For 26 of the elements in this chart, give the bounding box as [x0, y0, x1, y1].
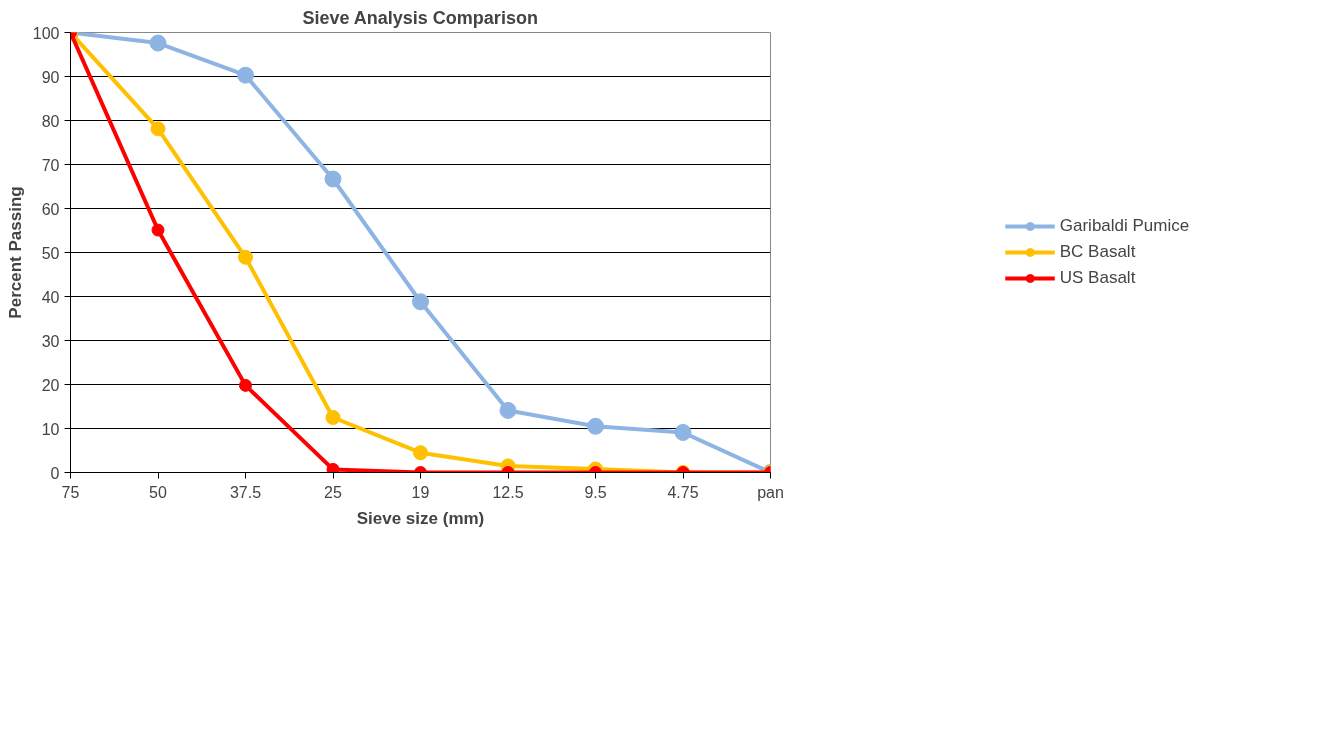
- x-tick-label: 37.5: [229, 483, 262, 501]
- x-axis-title: Sieve size (mm): [356, 508, 485, 528]
- x-tick-label: 4.75: [667, 483, 699, 501]
- y-tick-label: 50: [41, 244, 60, 262]
- y-tick-label: 20: [41, 376, 60, 394]
- x-tick-label: 75: [61, 483, 80, 501]
- x-tick-label: 19: [411, 483, 430, 501]
- y-tick-label: 0: [50, 464, 60, 482]
- y-axis-title: Percent Passing: [5, 186, 25, 319]
- y-tick-label: 60: [41, 200, 60, 218]
- y-tick-label: 70: [41, 156, 60, 174]
- y-tick-label: 30: [41, 332, 60, 350]
- legend-label: BC Basalt: [1059, 242, 1136, 262]
- y-tick-label: 90: [41, 68, 60, 86]
- x-tick-label: 50: [149, 483, 167, 501]
- x-tick-label: 25: [324, 483, 342, 501]
- y-tick-label: 80: [41, 112, 60, 130]
- legend-label: Garibaldi Pumice: [1059, 216, 1190, 236]
- y-tick-label: 100: [32, 24, 60, 42]
- y-tick-label: 10: [41, 420, 60, 438]
- chart-title: Sieve Analysis Comparison: [302, 7, 538, 28]
- y-tick-label: 40: [41, 288, 60, 306]
- x-tick-label: 12.5: [492, 483, 524, 501]
- legend-label: US Basalt: [1059, 268, 1136, 288]
- x-tick-label: 9.5: [584, 483, 607, 501]
- x-tick-label: pan: [757, 483, 784, 501]
